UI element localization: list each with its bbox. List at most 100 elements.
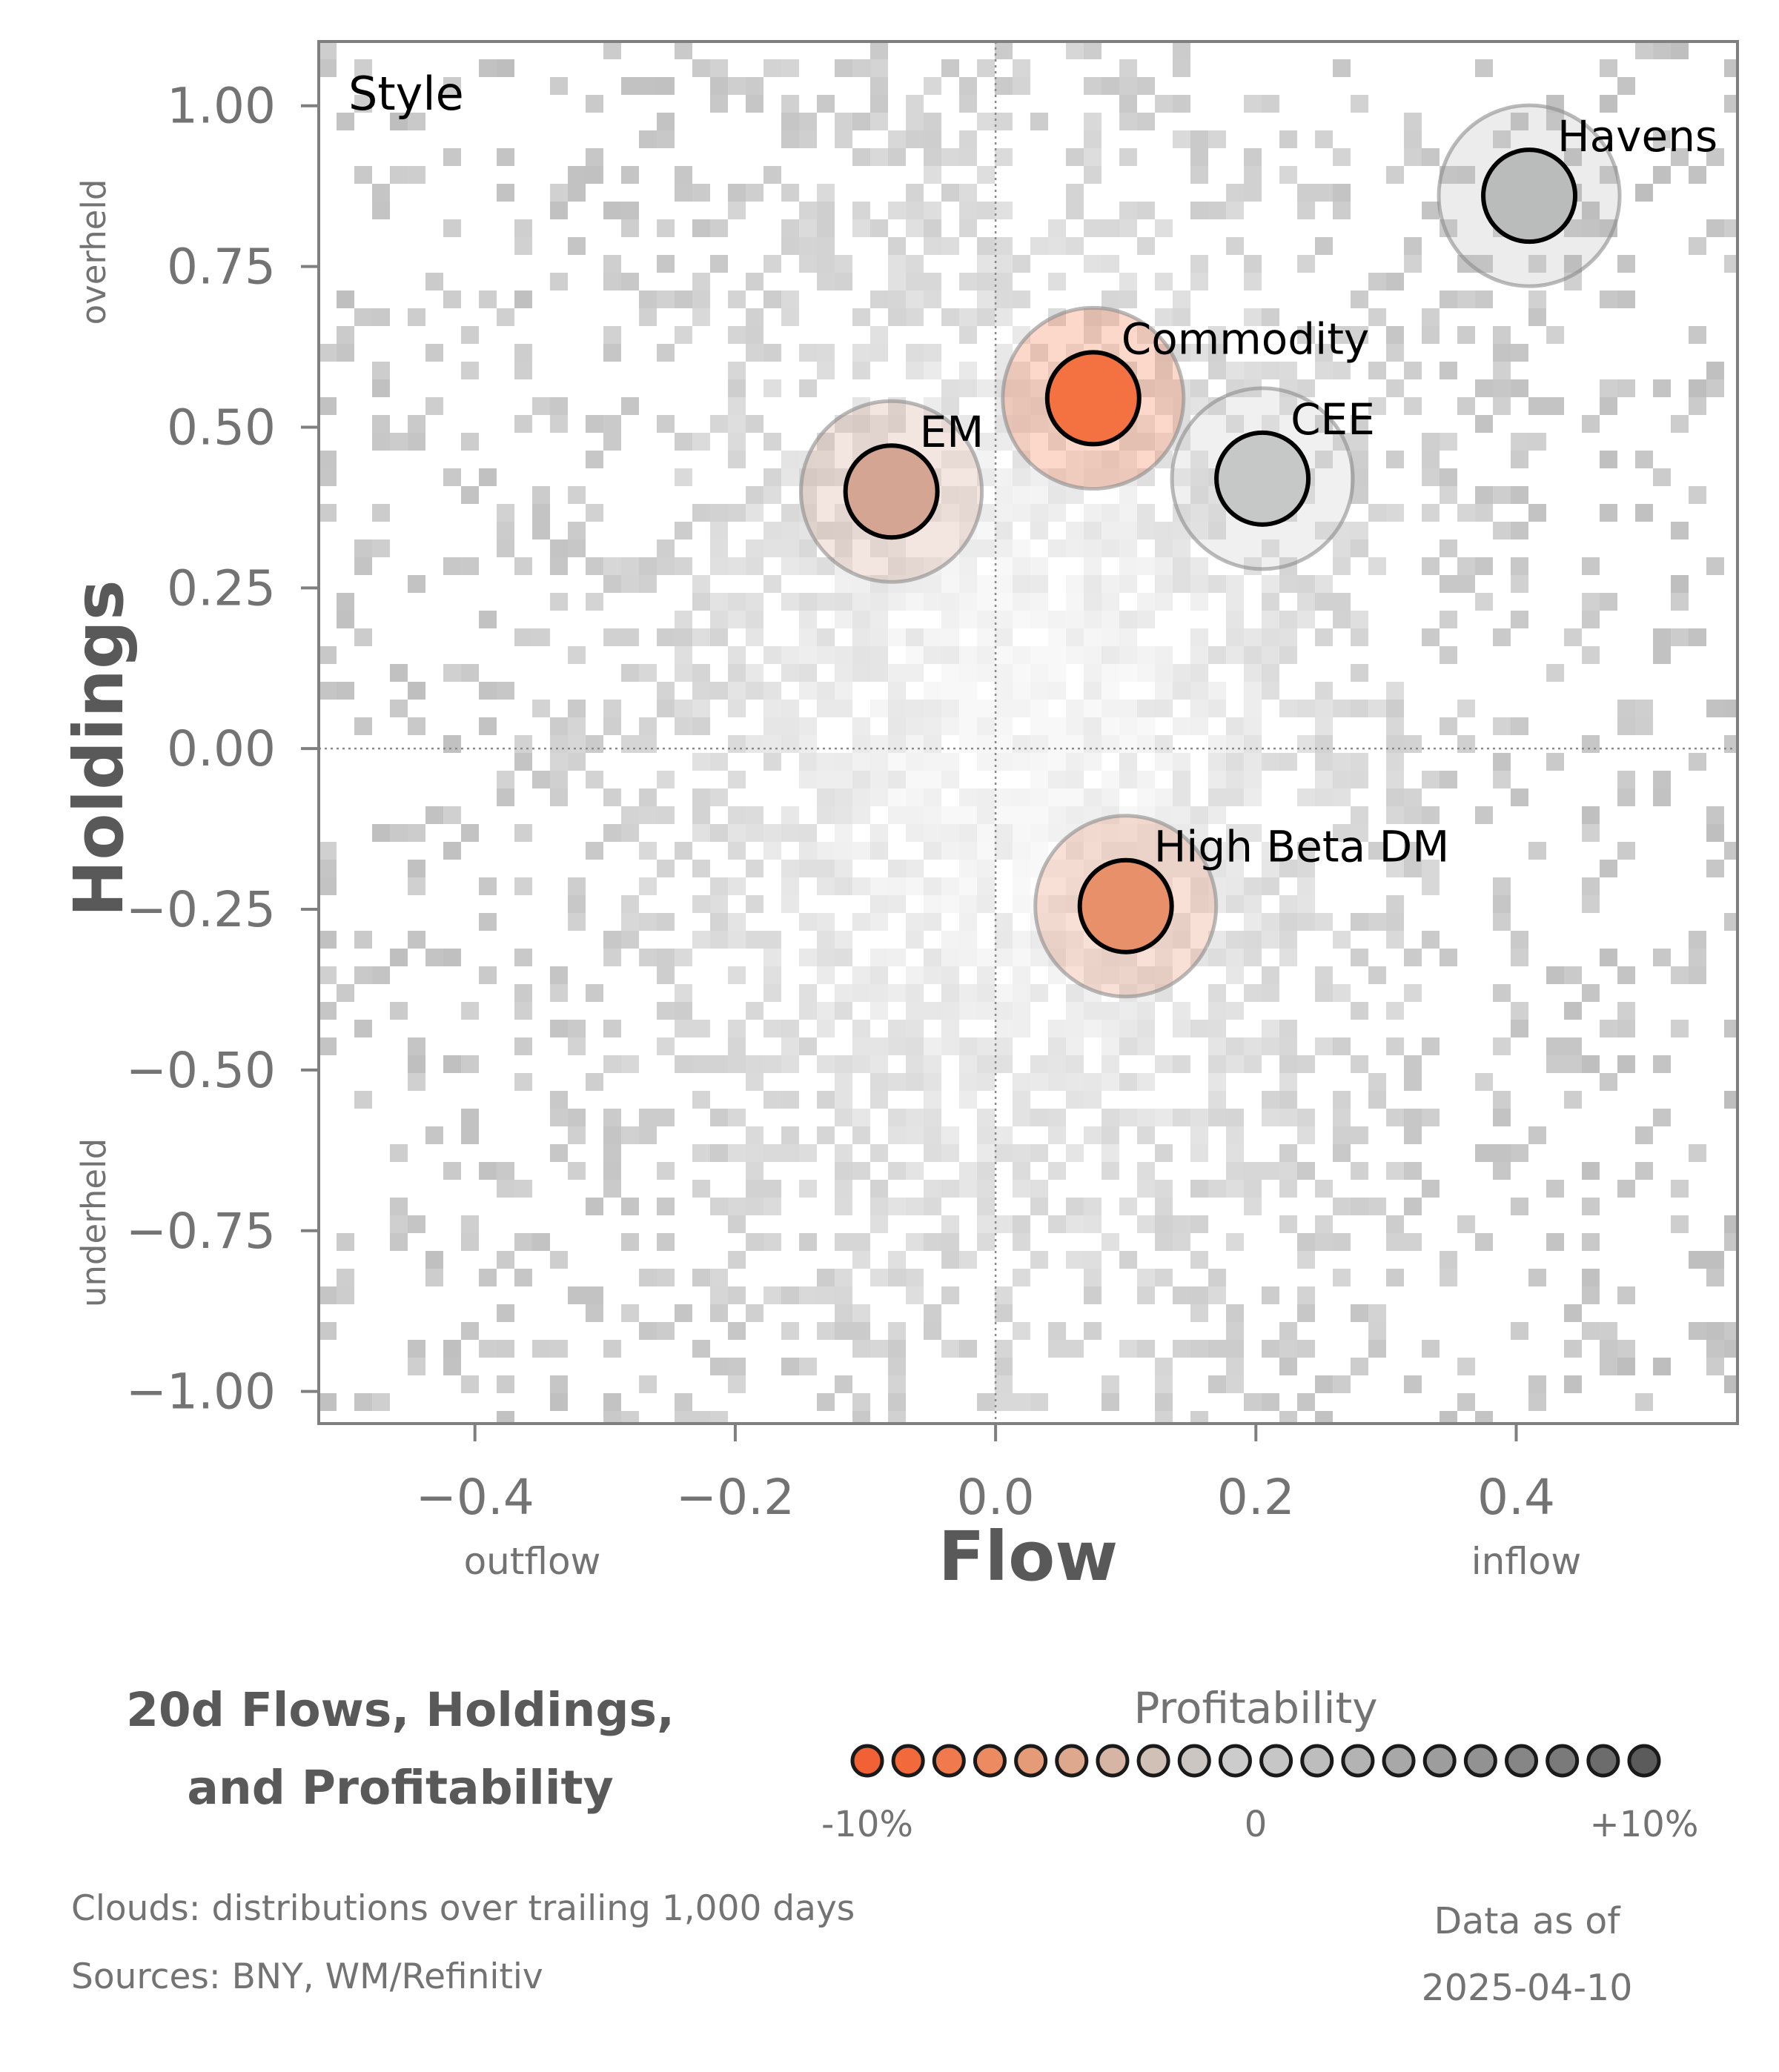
cloud-cell bbox=[550, 753, 568, 771]
cloud-cell bbox=[870, 771, 888, 788]
cloud-cell bbox=[870, 788, 888, 806]
cloud-cell bbox=[1173, 931, 1190, 949]
cloud-cell bbox=[479, 913, 497, 931]
cloud-cell bbox=[390, 166, 408, 184]
cloud-cell bbox=[1190, 700, 1208, 717]
cloud-cell bbox=[1511, 575, 1528, 593]
cloud-cell bbox=[1386, 806, 1404, 824]
cloud-cell bbox=[1333, 824, 1351, 842]
cloud-cell bbox=[977, 290, 995, 308]
cloud-cell bbox=[514, 949, 532, 966]
cloud-cell bbox=[621, 273, 639, 290]
cloud-cell bbox=[354, 166, 372, 184]
cloud-cell bbox=[941, 771, 959, 788]
cloud-cell bbox=[763, 1233, 781, 1251]
cloud-cell bbox=[1137, 1162, 1155, 1180]
cloud-cell bbox=[1155, 1198, 1173, 1215]
cloud-cell bbox=[746, 273, 763, 290]
cloud-cell bbox=[817, 700, 835, 717]
cloud-cell bbox=[1208, 1020, 1226, 1037]
cloud-cell bbox=[1101, 522, 1119, 539]
cloud-cell bbox=[852, 59, 870, 77]
cloud-cell bbox=[337, 113, 354, 130]
cloud-cell bbox=[1582, 824, 1600, 842]
cloud-cell bbox=[1066, 593, 1084, 611]
cloud-cell bbox=[1137, 1340, 1155, 1358]
cloud-cell bbox=[746, 326, 763, 344]
cloud-cell bbox=[1084, 966, 1101, 984]
cloud-cell bbox=[1582, 735, 1600, 753]
cloud-cell bbox=[817, 788, 835, 806]
cloud-cell bbox=[1440, 646, 1457, 664]
cloud-cell bbox=[1066, 931, 1084, 949]
cloud-cell bbox=[1030, 824, 1048, 842]
cloud-cell bbox=[763, 486, 781, 504]
cloud-cell bbox=[1493, 628, 1511, 646]
cloud-cell bbox=[728, 1375, 746, 1393]
cloud-cell bbox=[1226, 895, 1244, 913]
cloud-cell bbox=[746, 1144, 763, 1162]
cloud-cell bbox=[1653, 379, 1671, 397]
cloud-cell bbox=[746, 1180, 763, 1198]
cloud-cell bbox=[1511, 1002, 1528, 1020]
cloud-cell bbox=[781, 557, 799, 575]
cloud-cell bbox=[1030, 575, 1048, 593]
cloud-cell bbox=[852, 628, 870, 646]
cloud-cell bbox=[514, 237, 532, 255]
cloud-cell bbox=[1030, 753, 1048, 771]
cloud-cell bbox=[799, 379, 817, 397]
cloud-cell bbox=[1048, 504, 1066, 522]
cloud-cell bbox=[1706, 1322, 1724, 1340]
cloud-cell bbox=[603, 1180, 621, 1198]
cloud-cell bbox=[675, 166, 692, 184]
cloud-cell bbox=[1386, 771, 1404, 788]
cloud-cell bbox=[1013, 557, 1030, 575]
cloud-cell bbox=[817, 255, 835, 273]
cloud-cell bbox=[1066, 1073, 1084, 1091]
cloud-cell bbox=[906, 664, 924, 682]
cloud-cell bbox=[1404, 130, 1422, 148]
cloud-cell bbox=[603, 326, 621, 344]
cloud-cell bbox=[870, 1144, 888, 1162]
cloud-cell bbox=[817, 1393, 835, 1411]
cloud-cell bbox=[425, 1251, 443, 1269]
cloud-cell bbox=[639, 308, 657, 326]
cloud-cell bbox=[870, 593, 888, 611]
cloud-cell bbox=[1475, 486, 1493, 504]
cloud-cell bbox=[1440, 486, 1457, 504]
cloud-cell bbox=[390, 824, 408, 842]
cloud-cell bbox=[1030, 593, 1048, 611]
cloud-cell bbox=[1173, 806, 1190, 824]
cloud-cell bbox=[959, 504, 977, 522]
cloud-cell bbox=[1226, 202, 1244, 219]
cloud-cell bbox=[941, 308, 959, 326]
cloud-cell bbox=[710, 628, 728, 646]
cloud-cell bbox=[959, 700, 977, 717]
cloud-cell bbox=[1155, 646, 1173, 664]
cloud-cell bbox=[1030, 379, 1048, 397]
cloud-cell bbox=[657, 344, 675, 362]
cloud-cell bbox=[1244, 148, 1262, 166]
cloud-cell bbox=[1440, 771, 1457, 788]
cloud-cell bbox=[1137, 664, 1155, 682]
cloud-cell bbox=[941, 148, 959, 166]
cloud-cell bbox=[835, 1198, 852, 1215]
cloud-cell bbox=[1475, 1411, 1493, 1424]
cloud-cell bbox=[888, 1340, 906, 1358]
cloud-cell bbox=[728, 415, 746, 433]
cloud-cell bbox=[728, 557, 746, 575]
cloud-cell bbox=[372, 433, 390, 451]
cloud-cell bbox=[1208, 682, 1226, 700]
cloud-cell bbox=[817, 806, 835, 824]
cloud-cell bbox=[532, 1233, 550, 1251]
cloud-cell bbox=[924, 646, 941, 664]
cloud-cell bbox=[870, 326, 888, 344]
cloud-cell bbox=[870, 1091, 888, 1109]
cloud-cell bbox=[1689, 1251, 1706, 1269]
cloud-cell bbox=[1066, 700, 1084, 717]
cloud-cell bbox=[959, 664, 977, 682]
cloud-cell bbox=[906, 877, 924, 895]
cloud-cell bbox=[1013, 824, 1030, 842]
cloud-cell bbox=[763, 646, 781, 664]
cloud-cell bbox=[906, 628, 924, 646]
